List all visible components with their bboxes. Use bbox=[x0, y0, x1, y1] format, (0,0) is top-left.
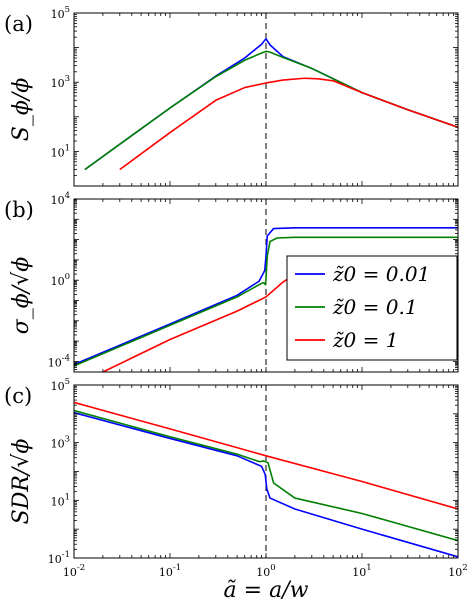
series-line-1 bbox=[74, 227, 458, 366]
series-line-2 bbox=[74, 236, 458, 367]
x-tick-label: 10-1 bbox=[159, 563, 181, 579]
series-line-2 bbox=[74, 409, 458, 542]
panel-label: (c) bbox=[4, 384, 32, 408]
panel-label: (b) bbox=[4, 198, 34, 222]
panel-1: 101 103 105 (a) S_ϕ/ϕ bbox=[4, 5, 459, 187]
y-axis-label: S_ϕ/ϕ bbox=[9, 78, 34, 141]
y-tick-label: 10-4 bbox=[48, 353, 70, 369]
y-tick-label: 100 bbox=[51, 272, 70, 288]
y-tick-label: 103 bbox=[51, 435, 70, 451]
x-tick-label: 100 bbox=[256, 563, 275, 579]
series-line-2 bbox=[84, 50, 458, 171]
x-tick-label: 102 bbox=[448, 563, 467, 579]
panel-label: (a) bbox=[4, 12, 33, 36]
legend: z̃0 = 0.01 z̃0 = 0.1 z̃0 = 1 bbox=[286, 255, 458, 361]
y-tick-label: 10-1 bbox=[48, 550, 70, 566]
series-line-1 bbox=[74, 411, 458, 558]
x-axis-label: ã = a/w bbox=[224, 578, 309, 603]
legend-entry: z̃0 = 0.1 bbox=[332, 295, 418, 319]
y-tick-label: 101 bbox=[51, 143, 70, 159]
y-tick-label: 104 bbox=[51, 191, 70, 207]
y-tick-label: 101 bbox=[51, 492, 70, 508]
y-tick-label: 103 bbox=[51, 74, 70, 90]
legend-entry: z̃0 = 1 bbox=[332, 328, 398, 352]
series-line-3 bbox=[119, 77, 458, 171]
x-tick-label: 10-2 bbox=[63, 563, 85, 579]
legend-entry: z̃0 = 0.01 bbox=[332, 262, 430, 286]
series-line-3 bbox=[74, 401, 458, 510]
y-axis-label: SDR/√ϕ bbox=[9, 439, 34, 525]
series-line-1 bbox=[84, 37, 458, 171]
y-tick-label: 105 bbox=[51, 5, 70, 21]
y-axis-label: σ_ϕ/√ϕ bbox=[9, 257, 34, 334]
y-tick-label: 105 bbox=[51, 377, 70, 393]
x-tick-label: 101 bbox=[352, 563, 371, 579]
